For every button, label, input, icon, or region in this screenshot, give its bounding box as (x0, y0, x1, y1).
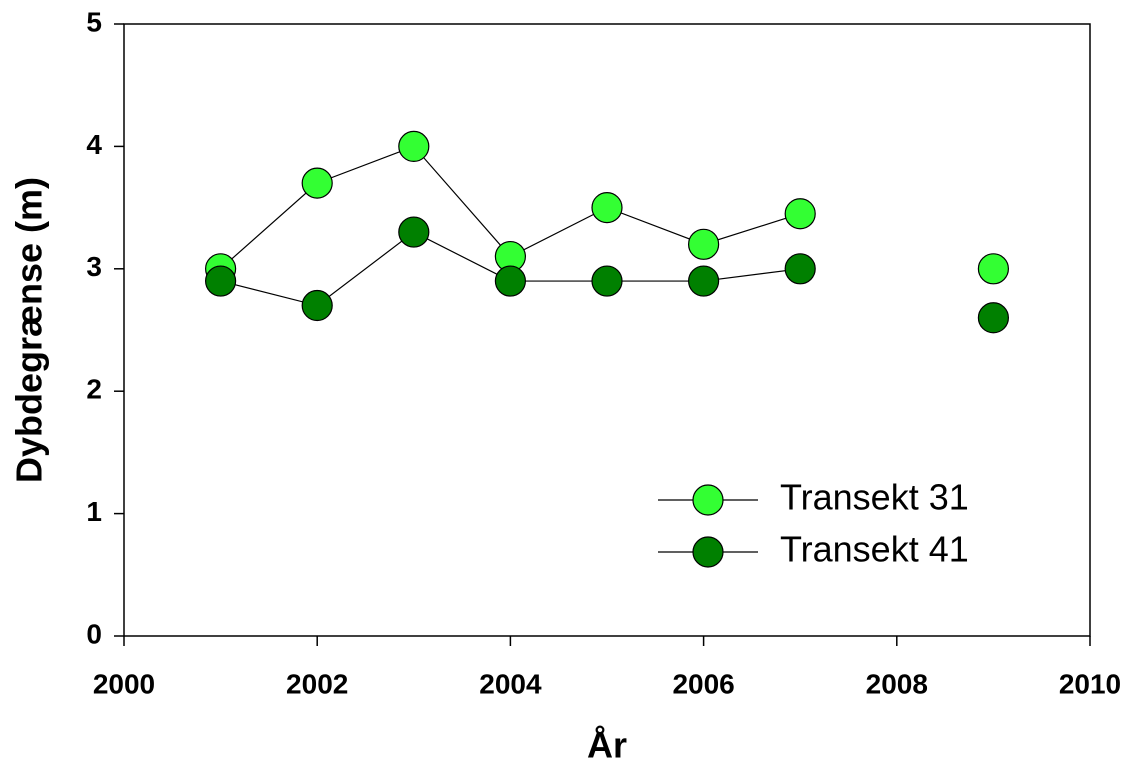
marker (591, 265, 623, 297)
marker (398, 130, 430, 162)
plot-frame (123, 23, 1091, 637)
x-tick-label: 2008 (866, 668, 928, 699)
marker (784, 198, 816, 230)
legend-marker (692, 484, 724, 516)
marker (398, 216, 430, 248)
marker (591, 192, 623, 224)
y-tick-label: 1 (86, 496, 102, 527)
marker (977, 253, 1010, 285)
marker (494, 265, 526, 297)
y-tick-label: 0 (86, 618, 102, 649)
marker (301, 289, 333, 322)
legend-label: Transekt 41 (780, 529, 969, 570)
x-tick-label: 2010 (1059, 668, 1121, 699)
y-tick-label: 5 (86, 6, 102, 37)
marker (977, 302, 1010, 334)
marker (784, 253, 816, 285)
y-tick-label: 3 (86, 251, 102, 282)
marker (205, 265, 237, 297)
marker (687, 228, 720, 260)
x-tick-label: 2004 (479, 668, 542, 699)
y-axis-label: Dybdegrænse (m) (9, 177, 50, 483)
marker (301, 167, 333, 199)
x-axis-label: År (587, 725, 627, 766)
y-tick-label: 4 (86, 129, 102, 160)
x-tick-label: 2006 (672, 668, 734, 699)
legend-marker (692, 536, 724, 568)
x-tick-label: 2002 (286, 668, 348, 699)
x-tick-label: 2000 (93, 668, 155, 699)
legend-label: Transekt 31 (780, 477, 969, 518)
marker (687, 265, 720, 297)
y-tick-label: 2 (86, 374, 102, 405)
